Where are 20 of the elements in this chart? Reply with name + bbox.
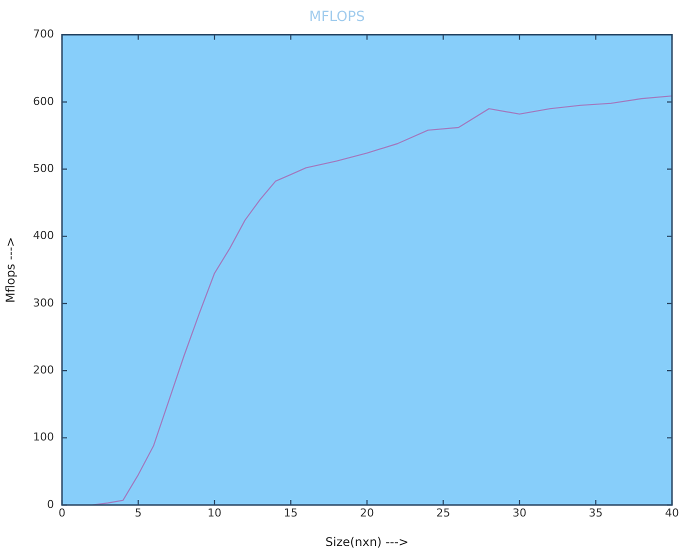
y-tick-label: 100: [33, 430, 54, 444]
y-tick-label: 0: [47, 498, 54, 511]
x-tick-label: 20: [360, 506, 374, 520]
x-tick-label: 10: [208, 506, 222, 520]
x-axis-title: Size(nxn) --->: [325, 534, 409, 549]
x-tick-label: 0: [58, 506, 66, 520]
y-tick-label: 600: [33, 94, 54, 108]
x-tick-label: 40: [665, 506, 679, 520]
y-tick-label: 400: [33, 229, 54, 242]
y-tick-label: 200: [33, 364, 54, 377]
y-axis-title: Mflops --->: [3, 236, 18, 303]
x-tick-label: 35: [588, 506, 603, 520]
x-tick-label: 25: [436, 506, 450, 520]
x-tick-label: 5: [134, 506, 142, 520]
y-tick-label: 700: [33, 28, 54, 41]
x-tick-label: 30: [512, 506, 526, 520]
y-tick-label: 300: [33, 296, 54, 310]
y-tick-label: 500: [33, 162, 54, 175]
chart-title: MFLOPS: [309, 9, 366, 26]
x-tick-label: 15: [284, 506, 298, 520]
